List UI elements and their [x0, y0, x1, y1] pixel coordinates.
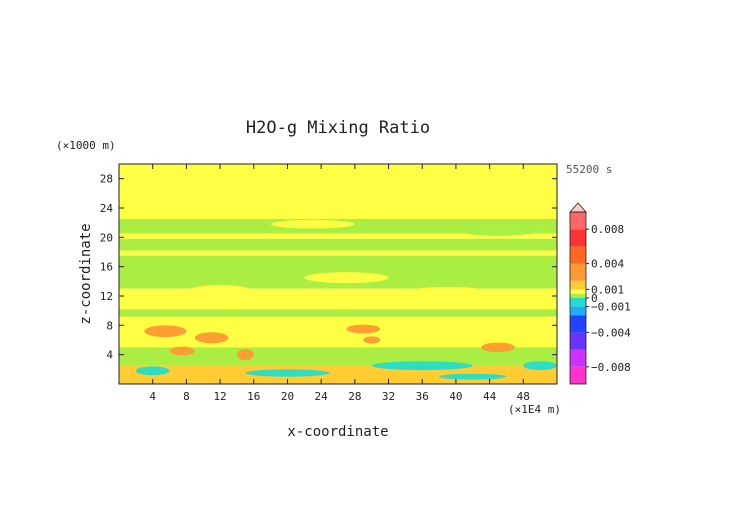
field-feature-3 [363, 336, 381, 344]
field-feature-15 [270, 219, 355, 229]
x-axis: 4 8 12 16 20 24 28 32 36 40 44 48 [149, 164, 530, 403]
field-band-0 [119, 164, 557, 219]
y-tick-label-6: 28 [100, 173, 113, 186]
y-axis: 4 8 12 16 20 24 28 [100, 173, 557, 362]
x-tick-label-2: 12 [213, 390, 226, 403]
field-band-4 [119, 250, 557, 256]
time-label: 55200 s [566, 163, 612, 176]
colorbar-tick-label-6: −0.008 [591, 361, 631, 374]
field-feature-13 [396, 286, 499, 306]
colorbar-segment-5 [570, 298, 586, 307]
field-feature-0 [144, 325, 187, 338]
x-unit-label: (×1E4 m) [508, 403, 561, 416]
field-feature-7 [135, 366, 170, 376]
field-feature-12 [304, 272, 389, 284]
y-tick-label-1: 8 [106, 319, 113, 332]
colorbar-segment-2 [570, 332, 586, 350]
field-feature-2 [346, 324, 381, 334]
x-tick-label-3: 16 [247, 390, 260, 403]
x-tick-label-7: 32 [382, 390, 395, 403]
colorbar-segment-10 [570, 246, 586, 264]
field-band-2 [119, 233, 557, 239]
field-feature-16 [455, 224, 541, 236]
heatmap-field [119, 164, 557, 384]
field-feature-5 [236, 349, 254, 361]
y-tick-label-4: 20 [100, 231, 113, 244]
x-tick-label-5: 24 [315, 390, 329, 403]
colorbar-segment-6 [570, 293, 586, 298]
x-tick-label-8: 36 [416, 390, 429, 403]
colorbar-segment-4 [570, 306, 586, 316]
field-feature-11 [523, 361, 557, 371]
colorbar-segment-0 [570, 366, 586, 384]
field-feature-6 [169, 346, 195, 356]
field-band-10 [119, 347, 557, 366]
colorbar-tick-label-2: 0.001 [591, 283, 624, 296]
field-feature-9 [371, 361, 473, 371]
colorbar-segment-3 [570, 315, 586, 333]
chart-title: H2O-g Mixing Ratio [246, 118, 430, 138]
field-feature-4 [481, 342, 515, 353]
x-axis-label: x-coordinate [287, 424, 388, 440]
field-band-11 [119, 365, 557, 384]
field-band-5 [119, 255, 557, 289]
colorbar-tick-label-4: −0.001 [591, 301, 631, 314]
colorbar-tick-label-3: 0 [591, 292, 598, 305]
field-feature-8 [245, 369, 330, 377]
field-band-3 [119, 238, 557, 251]
field-band-7 [119, 309, 557, 317]
colorbar-tick-label-5: −0.004 [591, 326, 631, 339]
colorbar-segment-1 [570, 349, 586, 367]
field-feature-1 [194, 332, 229, 344]
colorbar-segment-8 [570, 280, 586, 290]
y-unit-label: (×1000 m) [56, 139, 116, 152]
plot-frame [118, 163, 558, 385]
field-band-9 [119, 331, 557, 348]
colorbar-segment-7 [570, 289, 586, 294]
x-tick-label-4: 20 [281, 390, 294, 403]
colorbar-segment-12 [570, 212, 586, 230]
colorbar-extend-arrow [569, 202, 587, 213]
y-tick-label-5: 24 [100, 202, 114, 215]
y-tick-label-3: 16 [100, 261, 113, 274]
y-tick-label-0: 4 [106, 349, 113, 362]
x-tick-label-1: 8 [183, 390, 190, 403]
x-tick-label-11: 48 [517, 390, 530, 403]
colorbar-tick-label-1: 0.004 [591, 258, 624, 271]
field-feature-14 [186, 285, 254, 300]
y-tick-label-2: 12 [100, 290, 113, 303]
colorbar-segment-9 [570, 263, 586, 281]
x-tick-label-9: 40 [449, 390, 462, 403]
x-tick-label-6: 28 [348, 390, 361, 403]
field-feature-10 [439, 373, 507, 380]
field-band-8 [119, 316, 557, 332]
y-axis-label: z-coordinate [78, 223, 94, 324]
colorbar-tick-label-0: 0.008 [591, 223, 624, 236]
colorbar-segment-11 [570, 229, 586, 247]
x-tick-label-0: 4 [149, 390, 156, 403]
x-tick-label-10: 44 [483, 390, 497, 403]
